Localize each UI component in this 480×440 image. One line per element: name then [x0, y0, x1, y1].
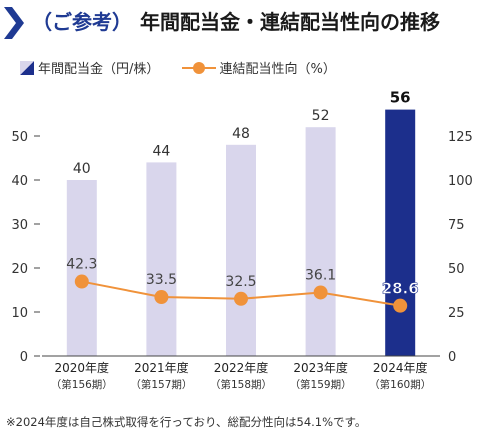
title-main: 年間配当金・連結配当性向の推移: [140, 10, 440, 34]
line-swatch-icon: [181, 61, 216, 74]
left-tick-label-1: 10: [11, 306, 28, 321]
x-tick-label-0: 2020年度: [55, 360, 110, 375]
right-tick-label-3: 75: [448, 218, 465, 233]
line-point-3: [313, 285, 328, 300]
bar-value-label-0: 40: [73, 161, 91, 177]
left-tick-label-5: 50: [11, 130, 28, 145]
chart-plot: 40 44 48 52 56 0 10 20 30 40 50 0 25 50 75 100 125 2020年度…: [11, 89, 473, 391]
bar-3: [305, 127, 336, 356]
bar-1: [146, 162, 177, 356]
left-tick-label-2: 20: [11, 262, 28, 277]
legend-bar-label: 年間配当金（円/株）: [38, 62, 160, 77]
line-point-0: [74, 274, 89, 289]
x-tick-label-4: 2024年度: [373, 360, 428, 375]
x-period-label-3: （第159期）: [290, 378, 352, 391]
left-tick-label-0: 0: [20, 350, 28, 365]
line-value-label-0: 42.3: [66, 257, 97, 273]
x-period-label-1: （第157期）: [130, 378, 192, 391]
legend-item-line: 連結配当性向（%）: [181, 58, 336, 77]
bar-value-label-4: 56: [390, 89, 411, 107]
right-tick-label-2: 50: [448, 262, 465, 277]
bar-value-label-1: 44: [152, 143, 170, 159]
line-point-4: [393, 298, 408, 313]
page-title: （ご参考） 年間配当金・連結配当性向の推移: [32, 6, 440, 35]
bar-value-label-2: 48: [232, 126, 250, 142]
line-point-2: [234, 291, 248, 306]
legend-line-label: 連結配当性向（%）: [219, 62, 336, 77]
right-tick-label-0: 0: [448, 350, 456, 365]
x-tick-label-3: 2023年度: [293, 360, 348, 375]
x-period-label-0: （第156期）: [51, 378, 113, 391]
title-bar: （ご参考） 年間配当金・連結配当性向の推移: [0, 0, 480, 44]
x-tick-label-1: 2021年度: [134, 360, 189, 375]
left-tick-label-3: 30: [11, 218, 28, 233]
legend-item-bar: 年間配当金（円/株）: [20, 58, 159, 77]
bar-swatch-icon: [20, 60, 34, 75]
footnote: ※2024年度は自己株式取得を行っており、総配分性向は54.1%です。: [6, 415, 367, 429]
right-tick-label-1: 25: [448, 306, 465, 321]
title-prefix: （ご参考）: [32, 10, 132, 34]
line-value-label-1: 33.5: [146, 272, 177, 288]
right-tick-label-5: 125: [448, 130, 473, 145]
bar-value-label-3: 52: [312, 108, 330, 124]
x-tick-label-2: 2022年度: [214, 360, 269, 375]
x-period-label-2: （第158期）: [210, 378, 272, 391]
bar-4: [385, 109, 416, 356]
right-tick-label-4: 100: [448, 174, 473, 189]
chart-legend: 年間配当金（円/株） 連結配当性向（%）: [20, 58, 354, 80]
line-value-label-3: 36.1: [305, 267, 336, 283]
line-value-label-4: 28.6: [382, 280, 419, 298]
bar-2: [226, 144, 256, 356]
line-value-label-2: 32.5: [225, 274, 256, 290]
x-period-label-4: （第160期）: [369, 378, 431, 391]
left-tick-label-4: 40: [11, 174, 28, 189]
chevron-right-icon: [4, 7, 24, 39]
bar-0: [66, 180, 97, 356]
line-point-1: [154, 290, 169, 305]
